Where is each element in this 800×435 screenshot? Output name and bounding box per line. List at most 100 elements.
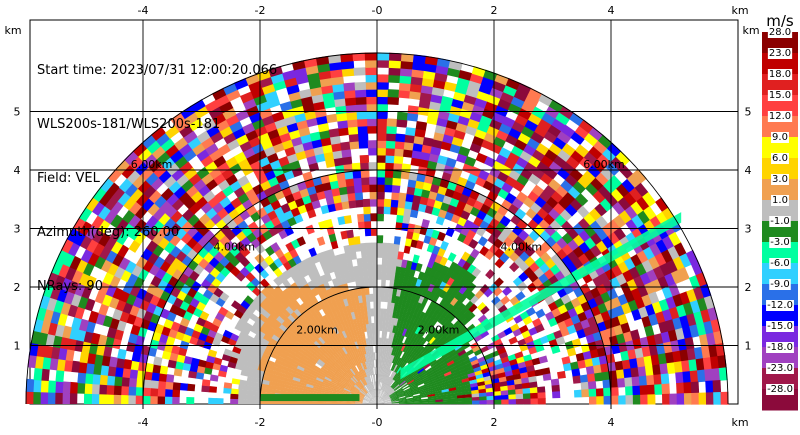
velocity-bin (359, 370, 365, 379)
velocity-bin (254, 125, 268, 137)
velocity-bin (447, 384, 457, 389)
velocity-bin (387, 294, 393, 303)
velocity-bin (240, 369, 250, 377)
velocity-bin (424, 332, 432, 341)
velocity-bin (445, 227, 455, 238)
velocity-bin (446, 285, 456, 296)
velocity-bin (446, 378, 455, 384)
velocity-bin (421, 374, 430, 381)
velocity-bin (447, 335, 457, 344)
velocity-bin (321, 381, 330, 387)
velocity-bin (377, 81, 389, 90)
velocity-bin (505, 374, 515, 382)
velocity-bin (230, 398, 239, 404)
velocity-bin (377, 162, 386, 171)
velocity-bin (138, 353, 149, 364)
velocity-bin (654, 384, 663, 395)
colorbar-tick-label: 23.0 (769, 48, 791, 59)
velocity-bin (579, 119, 595, 134)
velocity-bin (303, 300, 312, 310)
velocity-bin (457, 397, 466, 402)
velocity-bin (333, 342, 341, 351)
velocity-bin (444, 126, 457, 138)
velocity-bin (584, 237, 597, 250)
velocity-bin (256, 345, 266, 354)
velocity-bin (428, 300, 436, 310)
velocity-bin (418, 294, 426, 304)
velocity-bin (377, 399, 384, 404)
velocity-bin (414, 353, 422, 361)
velocity-bin (354, 383, 361, 390)
velocity-bin (253, 333, 264, 343)
velocity-bin (393, 384, 401, 391)
velocity-bin (330, 354, 338, 362)
velocity-bin (392, 169, 402, 179)
velocity-bin (147, 346, 158, 357)
velocity-bin (605, 193, 619, 208)
velocity-bin (612, 201, 626, 216)
velocity-bin (56, 358, 66, 372)
velocity-bin (219, 196, 232, 209)
velocity-bin (528, 173, 542, 186)
velocity-bin (524, 359, 534, 368)
velocity-bin (364, 360, 369, 369)
velocity-bin (430, 145, 442, 156)
velocity-bin (137, 326, 148, 338)
velocity-bin (583, 326, 594, 337)
velocity-bin (331, 364, 340, 372)
velocity-bin (368, 279, 374, 288)
colorbar-label-bg (766, 321, 794, 332)
velocity-bin (433, 199, 444, 210)
velocity-bin (380, 382, 384, 390)
velocity-bin (657, 275, 670, 290)
velocity-bin (377, 398, 383, 404)
velocity-bin (128, 377, 138, 388)
velocity-bin (369, 401, 377, 404)
velocity-bin (204, 99, 220, 113)
velocity-bin (229, 332, 240, 342)
velocity-bin (462, 384, 472, 389)
velocity-bin (414, 293, 422, 303)
velocity-bin (442, 283, 452, 293)
velocity-bin (357, 380, 364, 388)
velocity-bin (477, 314, 488, 324)
velocity-bin (360, 378, 366, 386)
velocity-bin (312, 387, 321, 392)
velocity-bin (324, 374, 333, 380)
velocity-bin (341, 314, 348, 323)
velocity-bin (381, 374, 385, 383)
velocity-bin (428, 308, 436, 318)
velocity-bin (500, 91, 515, 104)
colorbar-swatch (762, 179, 798, 201)
velocity-bin (290, 273, 300, 283)
velocity-bin (367, 271, 373, 280)
velocity-bin (391, 397, 399, 401)
velocity-bin (446, 276, 456, 287)
velocity-bin (598, 272, 611, 285)
velocity-bin (473, 334, 484, 343)
velocity-bin (298, 126, 311, 137)
range-ring (25, 52, 729, 405)
velocity-bin (282, 358, 292, 366)
velocity-bin (427, 345, 436, 354)
velocity-bin (357, 125, 369, 135)
velocity-bin (433, 367, 443, 374)
velocity-bin (575, 193, 589, 207)
velocity-bin (449, 392, 458, 397)
velocity-bin (126, 169, 141, 184)
velocity-bin (160, 138, 175, 152)
velocity-bin (244, 399, 253, 404)
velocity-bin (400, 381, 408, 387)
velocity-bin (189, 363, 199, 373)
velocity-bin (534, 368, 544, 377)
velocity-bin (477, 384, 487, 390)
velocity-bin (693, 346, 704, 360)
velocity-bin (398, 192, 408, 202)
velocity-bin (447, 381, 456, 387)
velocity-bin (469, 382, 479, 388)
velocity-bin (57, 263, 70, 278)
velocity-bin (290, 332, 299, 341)
velocity-bin (670, 340, 681, 353)
velocity-bin (617, 313, 629, 326)
velocity-bin (249, 325, 260, 335)
